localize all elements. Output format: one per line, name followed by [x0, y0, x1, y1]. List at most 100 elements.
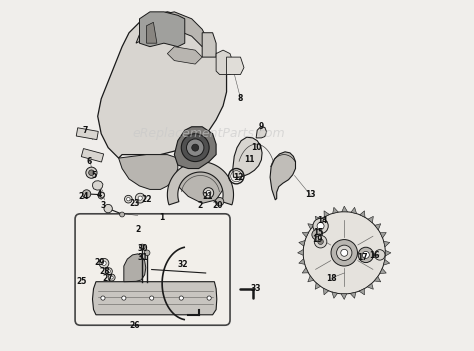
Circle shape — [101, 296, 105, 300]
Polygon shape — [350, 292, 356, 298]
Circle shape — [362, 251, 369, 258]
Circle shape — [110, 276, 113, 279]
Circle shape — [108, 274, 115, 281]
Polygon shape — [368, 216, 374, 223]
Polygon shape — [299, 240, 305, 246]
Text: 21: 21 — [202, 192, 213, 201]
Circle shape — [314, 236, 327, 248]
Circle shape — [337, 245, 352, 260]
Polygon shape — [298, 250, 303, 255]
Polygon shape — [98, 192, 105, 199]
Polygon shape — [332, 292, 337, 298]
Text: 30: 30 — [138, 244, 148, 253]
Polygon shape — [178, 165, 223, 203]
Text: 25: 25 — [77, 277, 87, 286]
Text: 4: 4 — [97, 190, 102, 199]
Polygon shape — [299, 259, 305, 264]
Polygon shape — [324, 288, 328, 295]
Text: eReplacementParts.com: eReplacementParts.com — [133, 127, 285, 140]
Polygon shape — [233, 137, 262, 178]
Circle shape — [150, 296, 154, 300]
Circle shape — [313, 218, 328, 234]
Text: 3: 3 — [100, 201, 106, 210]
Polygon shape — [270, 152, 295, 200]
Circle shape — [119, 212, 125, 217]
Polygon shape — [227, 57, 244, 74]
Text: 8: 8 — [238, 94, 243, 104]
Polygon shape — [351, 207, 356, 214]
Polygon shape — [315, 216, 321, 222]
Circle shape — [105, 268, 112, 275]
Circle shape — [318, 239, 323, 244]
FancyBboxPatch shape — [75, 214, 230, 325]
Circle shape — [99, 258, 109, 268]
Text: 20: 20 — [213, 201, 223, 210]
Circle shape — [125, 196, 132, 203]
Polygon shape — [124, 254, 146, 282]
Polygon shape — [167, 161, 234, 205]
Circle shape — [82, 190, 91, 198]
Circle shape — [186, 139, 204, 156]
Text: 32: 32 — [178, 260, 188, 269]
Polygon shape — [315, 283, 320, 289]
Circle shape — [86, 167, 97, 178]
Circle shape — [358, 247, 374, 263]
Polygon shape — [302, 267, 309, 273]
Circle shape — [215, 198, 224, 206]
Text: 15: 15 — [314, 229, 324, 238]
Circle shape — [206, 191, 211, 196]
Circle shape — [89, 170, 94, 176]
Polygon shape — [383, 259, 390, 265]
Text: 17: 17 — [357, 253, 368, 262]
Polygon shape — [308, 276, 314, 282]
Polygon shape — [342, 206, 347, 212]
Circle shape — [102, 261, 106, 265]
Text: 1: 1 — [160, 213, 165, 222]
Text: 2: 2 — [198, 201, 203, 210]
Circle shape — [127, 198, 130, 201]
Text: 18: 18 — [326, 274, 337, 283]
Circle shape — [107, 270, 110, 273]
Polygon shape — [374, 277, 381, 282]
Circle shape — [135, 193, 145, 203]
Polygon shape — [139, 12, 185, 47]
Polygon shape — [375, 224, 381, 230]
Circle shape — [181, 134, 209, 161]
Polygon shape — [302, 232, 309, 237]
Text: 2: 2 — [135, 225, 140, 234]
Text: 13: 13 — [305, 190, 315, 199]
Circle shape — [331, 240, 357, 266]
Polygon shape — [82, 148, 104, 162]
Circle shape — [100, 193, 104, 198]
Circle shape — [203, 188, 214, 198]
Polygon shape — [341, 294, 346, 299]
Circle shape — [374, 250, 385, 260]
Text: 33: 33 — [251, 284, 261, 293]
Polygon shape — [92, 181, 103, 190]
Text: 7: 7 — [83, 126, 88, 135]
Text: 6: 6 — [86, 157, 91, 166]
Text: 12: 12 — [234, 173, 244, 182]
Polygon shape — [383, 241, 390, 247]
Circle shape — [207, 296, 211, 300]
Circle shape — [139, 244, 145, 250]
Text: 5: 5 — [91, 171, 97, 180]
Text: 29: 29 — [94, 258, 105, 267]
Text: 19: 19 — [312, 236, 322, 244]
Polygon shape — [76, 128, 98, 140]
Polygon shape — [380, 269, 386, 273]
Polygon shape — [98, 12, 227, 158]
Polygon shape — [167, 47, 202, 64]
Circle shape — [145, 250, 150, 256]
Text: 26: 26 — [129, 321, 139, 330]
Text: 16: 16 — [369, 251, 380, 260]
Circle shape — [341, 249, 348, 256]
Polygon shape — [333, 207, 338, 213]
Polygon shape — [380, 233, 386, 238]
Text: 23: 23 — [129, 199, 139, 208]
Polygon shape — [216, 50, 234, 74]
Text: 28: 28 — [100, 267, 110, 276]
Text: 10: 10 — [251, 143, 261, 152]
Polygon shape — [367, 283, 374, 289]
Text: 31: 31 — [138, 253, 148, 262]
